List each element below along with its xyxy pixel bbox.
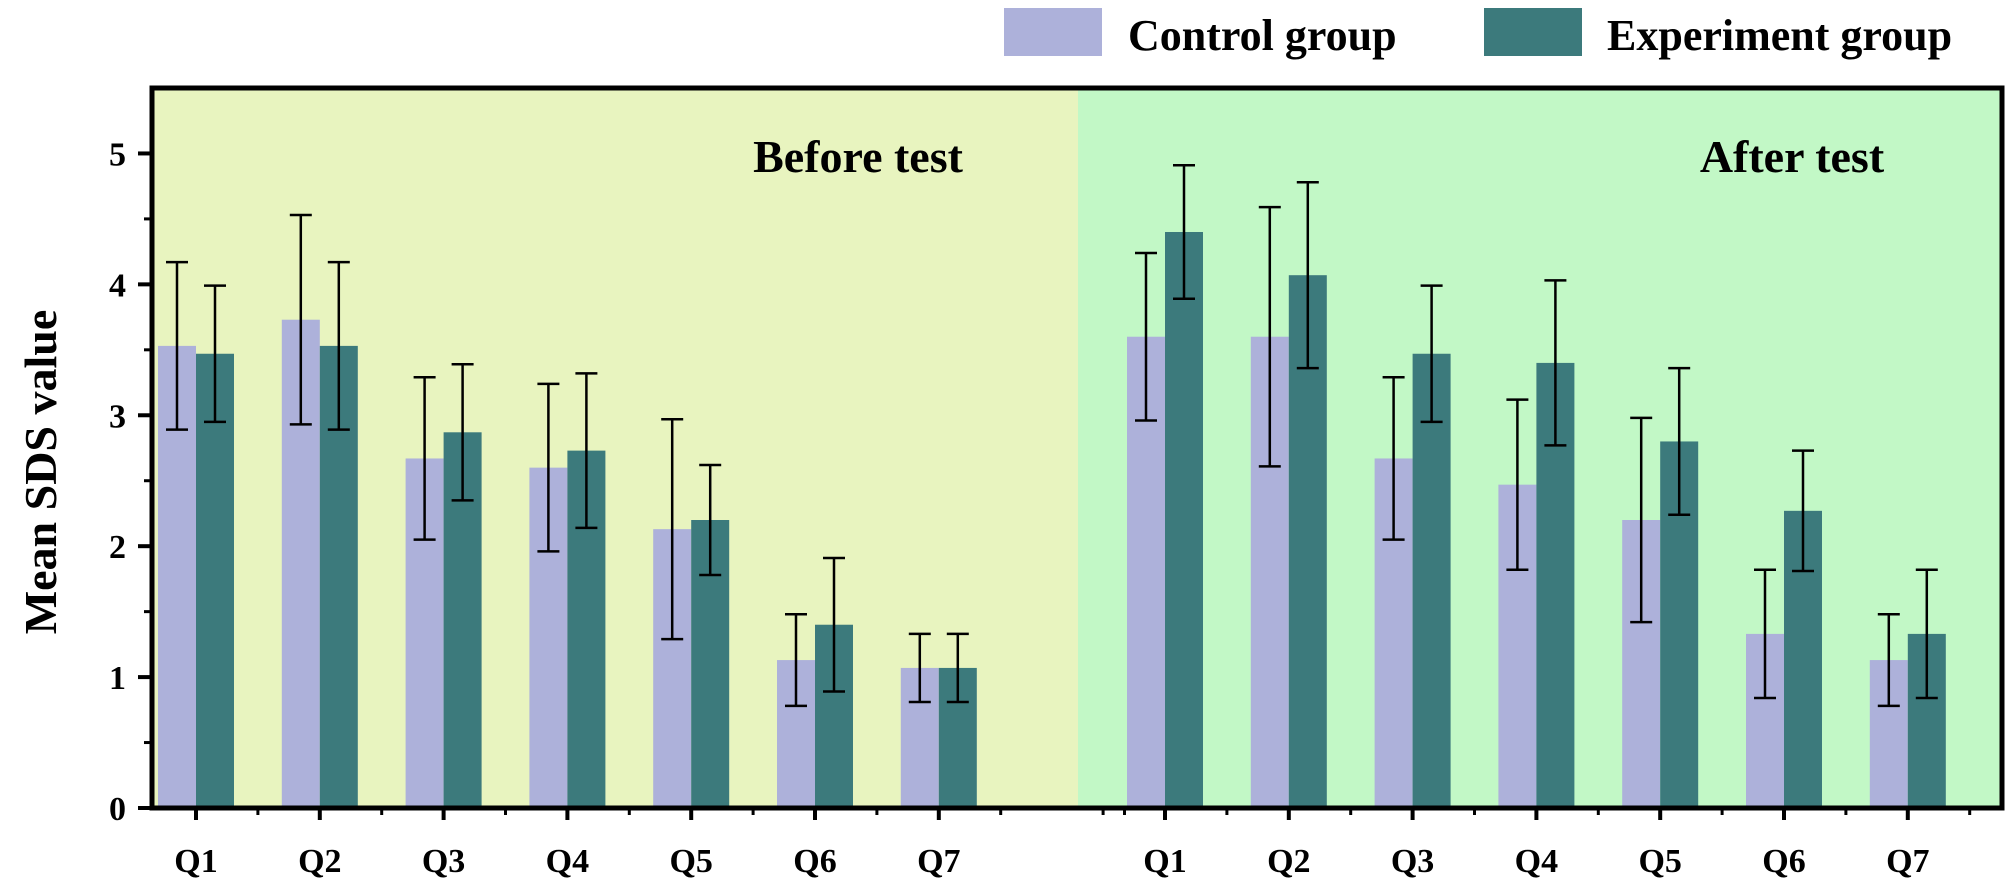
x-tick-label-before-q4: Q4 [546, 843, 589, 880]
x-tick-label-after-q4: Q4 [1515, 843, 1558, 880]
y-tick-label-4: 4 [109, 267, 126, 304]
x-tick-label-after-q7: Q7 [1886, 843, 1929, 880]
x-tick-label-before-q5: Q5 [669, 843, 712, 880]
legend-label-experiment: Experiment group [1607, 11, 1952, 60]
x-tick-label-before-q6: Q6 [793, 843, 836, 880]
x-tick-label-before-q7: Q7 [917, 843, 960, 880]
y-tick-label-1: 1 [109, 660, 126, 697]
legend-swatch-experiment [1484, 8, 1582, 56]
y-tick-label-0: 0 [109, 791, 126, 828]
panel-title-after: After test [1700, 131, 1885, 182]
x-tick-label-before-q2: Q2 [298, 843, 341, 880]
bar-after-experiment-q1 [1165, 232, 1203, 808]
bar-before-experiment-q1 [196, 353, 234, 808]
bar-after-experiment-q3 [1412, 353, 1451, 808]
x-tick-label-before-q3: Q3 [422, 843, 465, 880]
x-tick-label-after-q2: Q2 [1267, 843, 1310, 880]
x-tick-label-after-q6: Q6 [1762, 843, 1805, 880]
panel-title-before: Before test [753, 131, 964, 182]
x-tick-label-after-q5: Q5 [1638, 843, 1681, 880]
legend-label-control: Control group [1128, 11, 1397, 60]
chart-marks: Q1 Q2 Q3 Q4 Q5 Q6 Q7 Q1 Q2 Q3 Q4 Q5 Q6 Q7 0 1 2 3 4 5 [109, 136, 1972, 880]
legend: Control group Experiment group [1004, 8, 1952, 60]
x-tick-label-after-q3: Q3 [1391, 843, 1434, 880]
y-tick-label-3: 3 [109, 398, 126, 435]
plot-frame [149, 85, 2005, 811]
y-tick-label-2: 2 [109, 529, 126, 566]
y-axis-title: Mean SDS value [15, 310, 66, 635]
x-tick-label-after-q1: Q1 [1143, 843, 1186, 880]
legend-swatch-control [1004, 8, 1102, 56]
y-tick-label-5: 5 [109, 136, 126, 173]
x-tick-label-before-q1: Q1 [174, 843, 217, 880]
